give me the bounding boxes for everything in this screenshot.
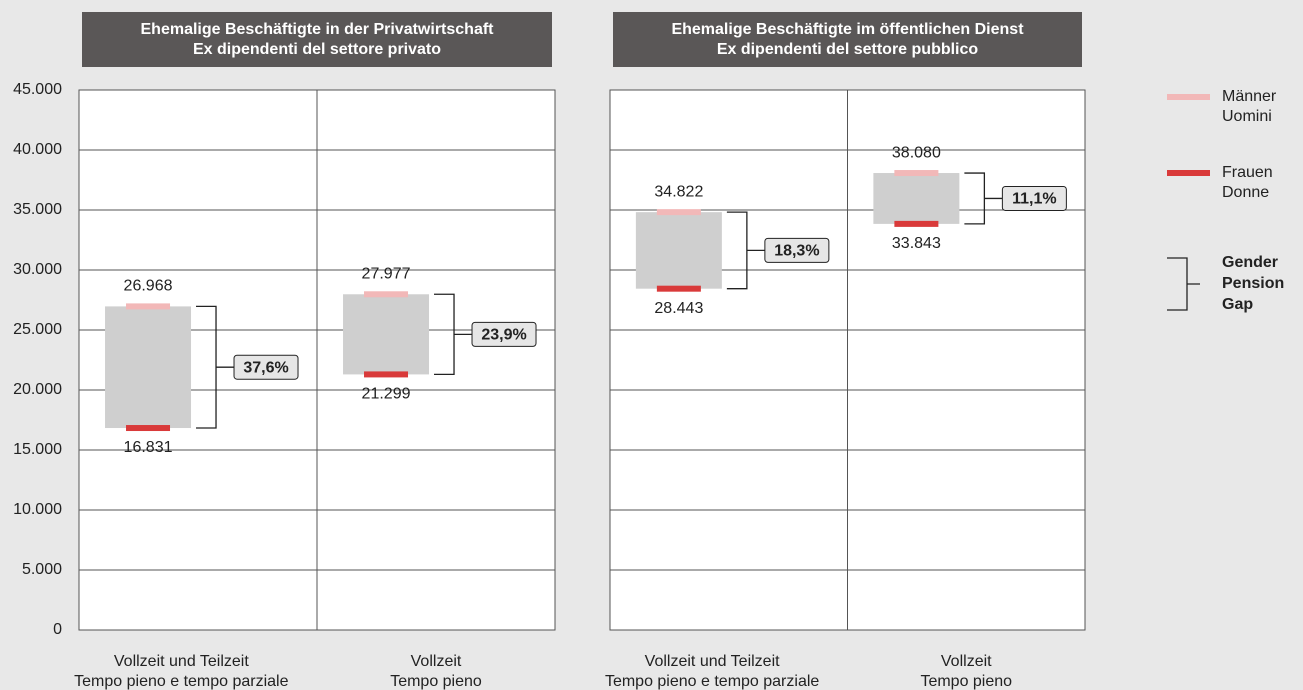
men-bar	[126, 303, 171, 310]
legend-men-swatch	[1167, 94, 1210, 100]
gap-label: 37,6%	[243, 359, 288, 376]
y-tick-label: 5.000	[22, 561, 62, 578]
legend-women-swatch	[1167, 170, 1210, 176]
gap-label: 18,3%	[774, 243, 819, 260]
gap-label: 11,1%	[1012, 191, 1056, 208]
women-bar	[894, 220, 939, 227]
legend-women: Frauen Donne	[1222, 164, 1273, 201]
y-tick-label: 45.000	[13, 81, 62, 98]
y-tick-label: 35.000	[13, 201, 62, 218]
range-box	[873, 173, 960, 224]
range-box	[105, 306, 192, 429]
range-box	[343, 294, 430, 375]
gap-label-box	[1001, 185, 1067, 211]
title-box	[82, 12, 552, 67]
gap-label: 23,9%	[481, 327, 526, 344]
panel-title: Ehemalige Beschäftigte im öffentlichen D…	[671, 21, 1024, 58]
women-value-label: 16.831	[124, 439, 173, 456]
women-bar	[364, 371, 409, 378]
x-tick-label: Vollzeit und Teilzeit Tempo pieno e tempo…	[74, 653, 288, 690]
men-value-label: 26.968	[124, 278, 173, 295]
men-value-label: 27.977	[362, 265, 411, 282]
men-bar	[364, 291, 409, 298]
y-tick-label: 20.000	[13, 381, 62, 398]
men-value-label: 34.822	[654, 183, 703, 200]
legend-bracket	[1167, 257, 1200, 311]
gap-bracket	[196, 305, 235, 429]
gap-label-box	[233, 354, 299, 380]
men-bar	[894, 170, 939, 177]
y-tick-label: 30.000	[13, 261, 62, 278]
x-tick-label: Vollzeit und Teilzeit Tempo pieno e tempo…	[605, 653, 819, 690]
title-box	[613, 12, 1082, 67]
women-value-label: 21.299	[362, 386, 411, 403]
women-value-label: 33.843	[892, 235, 941, 252]
y-tick-label: 25.000	[13, 321, 62, 338]
women-bar	[126, 425, 171, 432]
x-tick-label: Vollzeit Tempo pieno	[390, 653, 482, 690]
y-tick-label: 40.000	[13, 141, 62, 158]
men-value-label: 38.080	[892, 144, 941, 161]
men-bar	[656, 209, 701, 216]
y-tick-label: 10.000	[13, 501, 62, 518]
gap-bracket	[726, 211, 765, 290]
women-value-label: 28.443	[654, 300, 703, 317]
gap-label-box	[764, 237, 830, 263]
gap-label-box	[471, 321, 537, 347]
x-tick-label: Vollzeit Tempo pieno	[920, 653, 1012, 690]
legend-men: Männer Uomini	[1222, 88, 1277, 125]
range-box	[635, 212, 722, 289]
women-bar	[656, 285, 701, 292]
y-tick-label: 0	[53, 621, 62, 638]
gap-bracket	[964, 172, 1003, 225]
panel-title: Ehemalige Beschäftigte in der Privatwirt…	[141, 21, 495, 58]
gap-bracket	[434, 293, 473, 376]
y-tick-label: 15.000	[13, 441, 62, 458]
legend-gap: Gender Pension Gap	[1222, 254, 1284, 313]
